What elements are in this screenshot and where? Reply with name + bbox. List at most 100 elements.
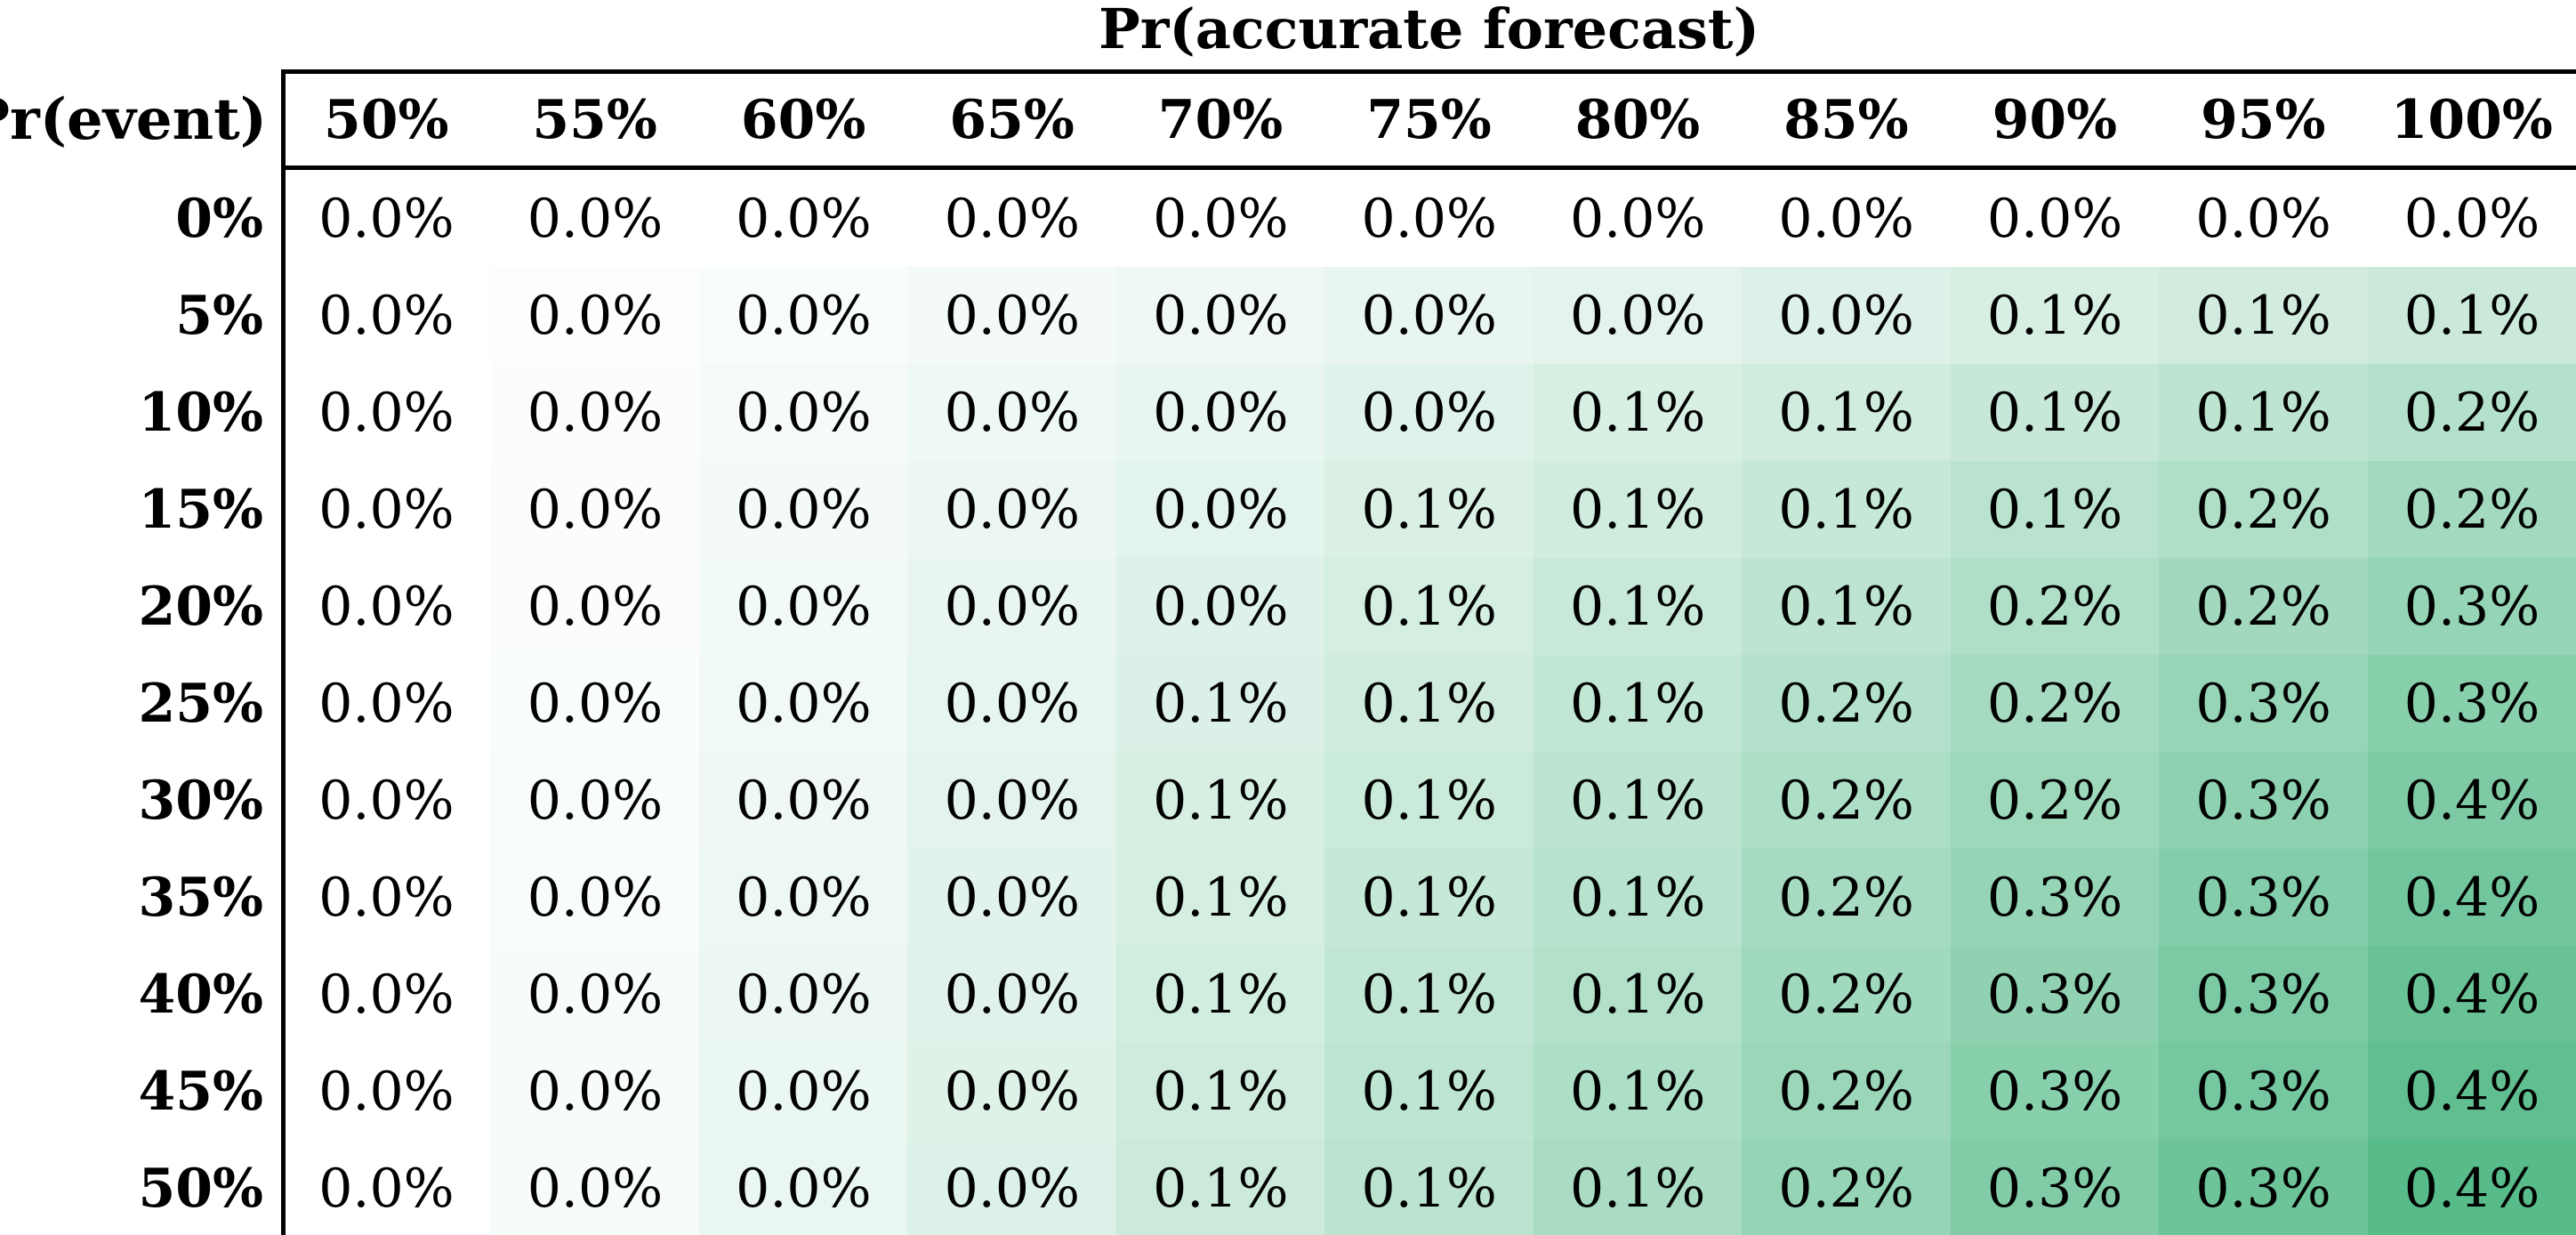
heatmap-cell: 0.1% <box>1115 1140 1325 1235</box>
heatmap-cell: 0.0% <box>1324 364 1534 461</box>
heatmap-cell: 0.1% <box>1115 752 1325 849</box>
column-header: 65% <box>949 88 1075 151</box>
heatmap-cell: 0.3% <box>1950 946 2160 1043</box>
heatmap-cell: 0.0% <box>907 170 1117 267</box>
heatmap-cell: 0.0% <box>1115 461 1325 558</box>
top-border-line <box>281 69 2576 74</box>
heatmap-cell: 0.2% <box>1742 655 1952 752</box>
heatmap-cell: 0.4% <box>2367 849 2576 946</box>
heatmap-cell: 0.1% <box>1324 849 1534 946</box>
column-header: 55% <box>532 88 657 151</box>
heatmap-cell: 0.0% <box>1533 267 1743 364</box>
heatmap-cell: 0.0% <box>282 655 491 752</box>
heatmap-cell: 0.1% <box>1533 849 1743 946</box>
heatmap-cell: 0.2% <box>1742 1140 1952 1235</box>
heatmap-cell: 0.0% <box>907 655 1117 752</box>
heatmap-cell: 0.3% <box>1950 1140 2160 1235</box>
column-header: 95% <box>2201 88 2326 151</box>
heatmap-cell: 0.1% <box>1324 1043 1534 1140</box>
heatmap-cell: 0.1% <box>1533 364 1743 461</box>
heatmap-cell: 0.3% <box>2159 1140 2369 1235</box>
header-separator-line <box>281 165 2576 170</box>
row-axis-label: Pr(event) <box>0 86 267 153</box>
heatmap-cell: 0.1% <box>1324 461 1534 558</box>
heatmap-cell: 0.0% <box>490 752 700 849</box>
heatmap-cell: 0.0% <box>282 752 491 849</box>
heatmap-cell: 0.1% <box>1950 267 2160 364</box>
row-header: 50% <box>138 1157 263 1220</box>
heatmap-cell: 0.1% <box>1324 752 1534 849</box>
column-header: 85% <box>1783 88 1909 151</box>
heatmap-cell: 0.0% <box>490 946 700 1043</box>
column-header: 60% <box>740 88 866 151</box>
heatmap-cell: 0.0% <box>907 461 1117 558</box>
heatmap-cell: 0.0% <box>490 364 700 461</box>
heatmap-cell: 0.3% <box>2367 655 2576 752</box>
heatmap-cell: 0.1% <box>2159 364 2369 461</box>
heatmap-cell: 0.0% <box>2367 170 2576 267</box>
heatmap-cell: 0.3% <box>1950 849 2160 946</box>
heatmap-cell: 0.2% <box>2367 461 2576 558</box>
heatmap-cell: 0.1% <box>1324 1140 1534 1235</box>
heatmap-cell: 0.0% <box>907 558 1117 655</box>
heatmap-cell: 0.0% <box>907 364 1117 461</box>
heatmap-cell: 0.2% <box>2159 558 2369 655</box>
heatmap-cell: 0.0% <box>1533 170 1743 267</box>
heatmap-cell: 0.3% <box>2159 849 2369 946</box>
heatmap-cell: 0.1% <box>1742 461 1952 558</box>
heatmap-cell: 0.2% <box>1742 1043 1952 1140</box>
heatmap-cell: 0.3% <box>1950 1043 2160 1140</box>
heatmap-cell: 0.2% <box>2367 364 2576 461</box>
heatmap-cell: 0.0% <box>282 461 491 558</box>
heatmap-cell: 0.0% <box>282 849 491 946</box>
heatmap-cell: 0.1% <box>1533 655 1743 752</box>
heatmap-cell: 0.3% <box>2159 752 2369 849</box>
heatmap-cell: 0.1% <box>2367 267 2576 364</box>
heatmap-cell: 0.0% <box>490 1043 700 1140</box>
heatmap-cell: 0.4% <box>2367 1043 2576 1140</box>
row-header: 25% <box>138 672 263 735</box>
heatmap-cell: 0.2% <box>1742 752 1952 849</box>
heatmap-cell: 0.0% <box>907 1140 1117 1235</box>
heatmap-cell: 0.0% <box>1115 558 1325 655</box>
heatmap-cell: 0.0% <box>490 655 700 752</box>
heatmap-cell: 0.0% <box>698 461 908 558</box>
heatmap-cell: 0.3% <box>2159 1043 2369 1140</box>
heatmap-cell: 0.0% <box>698 170 908 267</box>
heatmap-cell: 0.1% <box>1533 1140 1743 1235</box>
heatmap-cell: 0.0% <box>698 1140 908 1235</box>
heatmap-cell: 0.0% <box>282 1043 491 1140</box>
heatmap-cell: 0.1% <box>1115 946 1325 1043</box>
heatmap-cell: 0.1% <box>1324 946 1534 1043</box>
column-header: 90% <box>1992 88 2118 151</box>
heatmap-cell: 0.4% <box>2367 1140 2576 1235</box>
heatmap-cell: 0.0% <box>490 170 700 267</box>
heatmap-cell: 0.0% <box>1324 267 1534 364</box>
heatmap-cell: 0.1% <box>1324 655 1534 752</box>
heatmap-cell: 0.0% <box>282 364 491 461</box>
heatmap-cell: 0.0% <box>698 752 908 849</box>
row-header: 35% <box>138 866 263 929</box>
heatmap-cell: 0.0% <box>1950 170 2160 267</box>
heatmap-cell: 0.4% <box>2367 946 2576 1043</box>
heatmap-cell: 0.0% <box>698 946 908 1043</box>
chart-title: Pr(accurate forecast) <box>1099 0 1759 61</box>
heatmap-cell: 0.1% <box>1115 1043 1325 1140</box>
row-header: 40% <box>138 963 263 1026</box>
heatmap-cell: 0.0% <box>698 655 908 752</box>
heatmap-cell: 0.4% <box>2367 752 2576 849</box>
heatmap-cell: 0.0% <box>698 849 908 946</box>
row-header: 30% <box>138 769 263 832</box>
heatmap-cell: 0.0% <box>282 946 491 1043</box>
heatmap-cell: 0.0% <box>698 1043 908 1140</box>
heatmap-cell: 0.1% <box>1533 558 1743 655</box>
column-header: 50% <box>323 88 449 151</box>
heatmap-cell: 0.3% <box>2367 558 2576 655</box>
heatmap-cell: 0.0% <box>907 267 1117 364</box>
heatmap-cell: 0.0% <box>907 1043 1117 1140</box>
heatmap-cell: 0.0% <box>282 267 491 364</box>
heatmap-cell: 0.0% <box>907 752 1117 849</box>
row-header: 0% <box>175 187 263 250</box>
heatmap-cell: 0.1% <box>1742 558 1952 655</box>
